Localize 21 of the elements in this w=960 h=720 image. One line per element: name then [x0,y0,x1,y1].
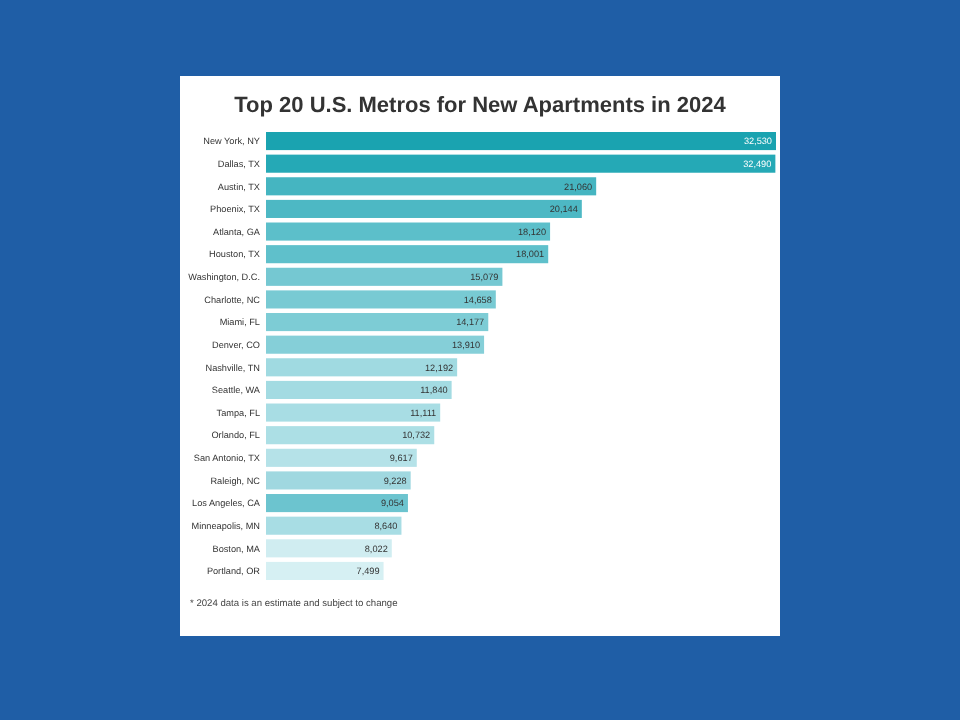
bar [266,245,549,264]
bar [266,539,392,558]
bar [266,199,582,218]
bar [266,448,417,467]
bar [266,335,485,354]
chart-title: Top 20 U.S. Metros for New Apartments in 2024 [234,94,728,118]
bar [266,516,402,535]
bar [266,471,411,490]
bar [266,561,384,580]
bar [266,494,408,513]
bar [266,267,503,286]
bar [266,403,441,422]
bar [266,380,452,399]
bar [266,132,776,151]
bar [266,290,496,309]
bar [266,177,597,196]
bar [266,358,458,377]
bar [266,154,776,173]
bar [266,313,489,332]
bar [266,426,435,445]
bar [266,222,551,241]
